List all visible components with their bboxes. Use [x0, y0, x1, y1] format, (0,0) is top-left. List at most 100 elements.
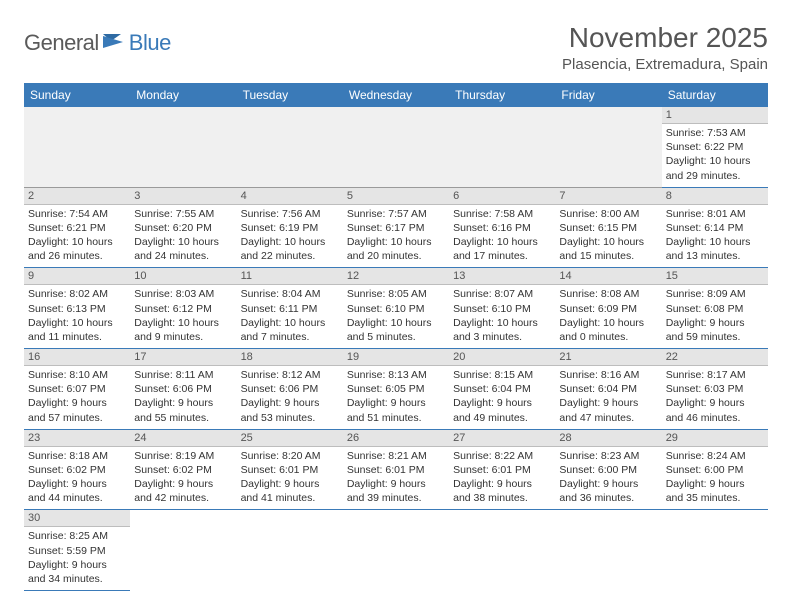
day-body: Sunrise: 7:55 AMSunset: 6:20 PMDaylight:…: [130, 205, 236, 268]
calendar-day-cell: 30Sunrise: 8:25 AMSunset: 5:59 PMDayligh…: [24, 510, 130, 591]
day-header: Thursday: [449, 83, 555, 107]
sunset-text: Sunset: 6:02 PM: [134, 463, 232, 477]
day-body: Sunrise: 8:04 AMSunset: 6:11 PMDaylight:…: [237, 285, 343, 348]
day-body: Sunrise: 8:13 AMSunset: 6:05 PMDaylight:…: [343, 366, 449, 429]
page-title: November 2025: [562, 22, 768, 54]
calendar-empty-cell: [130, 107, 236, 187]
sunrise-text: Sunrise: 8:23 AM: [559, 449, 657, 463]
sunrise-text: Sunrise: 8:05 AM: [347, 287, 445, 301]
sunset-text: Sunset: 6:09 PM: [559, 302, 657, 316]
sunset-text: Sunset: 6:07 PM: [28, 382, 126, 396]
calendar-day-cell: 25Sunrise: 8:20 AMSunset: 6:01 PMDayligh…: [237, 429, 343, 510]
calendar-day-cell: 8Sunrise: 8:01 AMSunset: 6:14 PMDaylight…: [662, 187, 768, 268]
day-number: 17: [130, 349, 236, 366]
sunrise-text: Sunrise: 8:20 AM: [241, 449, 339, 463]
daylight-text: Daylight: 9 hours: [453, 396, 551, 410]
daylight-text-2: and 59 minutes.: [666, 330, 764, 344]
day-body: Sunrise: 8:11 AMSunset: 6:06 PMDaylight:…: [130, 366, 236, 429]
sunset-text: Sunset: 6:21 PM: [28, 221, 126, 235]
day-number: 22: [662, 349, 768, 366]
day-body: Sunrise: 7:56 AMSunset: 6:19 PMDaylight:…: [237, 205, 343, 268]
sunrise-text: Sunrise: 7:58 AM: [453, 207, 551, 221]
sunrise-text: Sunrise: 8:22 AM: [453, 449, 551, 463]
daylight-text-2: and 13 minutes.: [666, 249, 764, 263]
day-number: 26: [343, 430, 449, 447]
calendar-empty-cell: [237, 107, 343, 187]
calendar-day-cell: 20Sunrise: 8:15 AMSunset: 6:04 PMDayligh…: [449, 349, 555, 430]
daylight-text-2: and 47 minutes.: [559, 411, 657, 425]
daylight-text-2: and 49 minutes.: [453, 411, 551, 425]
calendar-day-cell: 4Sunrise: 7:56 AMSunset: 6:19 PMDaylight…: [237, 187, 343, 268]
daylight-text-2: and 22 minutes.: [241, 249, 339, 263]
calendar-day-cell: 9Sunrise: 8:02 AMSunset: 6:13 PMDaylight…: [24, 268, 130, 349]
sunset-text: Sunset: 6:20 PM: [134, 221, 232, 235]
calendar-day-cell: 24Sunrise: 8:19 AMSunset: 6:02 PMDayligh…: [130, 429, 236, 510]
daylight-text-2: and 36 minutes.: [559, 491, 657, 505]
day-number: 1: [662, 107, 768, 124]
day-header: Wednesday: [343, 83, 449, 107]
day-header: Friday: [555, 83, 661, 107]
daylight-text: Daylight: 9 hours: [134, 477, 232, 491]
day-body: Sunrise: 8:19 AMSunset: 6:02 PMDaylight:…: [130, 447, 236, 510]
calendar-day-cell: 15Sunrise: 8:09 AMSunset: 6:08 PMDayligh…: [662, 268, 768, 349]
day-number: 20: [449, 349, 555, 366]
day-number: 9: [24, 268, 130, 285]
brand-logo: General Blue: [24, 30, 171, 56]
sunset-text: Sunset: 6:19 PM: [241, 221, 339, 235]
daylight-text-2: and 57 minutes.: [28, 411, 126, 425]
sunrise-text: Sunrise: 8:02 AM: [28, 287, 126, 301]
day-body: Sunrise: 8:15 AMSunset: 6:04 PMDaylight:…: [449, 366, 555, 429]
calendar-day-cell: 16Sunrise: 8:10 AMSunset: 6:07 PMDayligh…: [24, 349, 130, 430]
day-number: 18: [237, 349, 343, 366]
sunrise-text: Sunrise: 7:55 AM: [134, 207, 232, 221]
sunset-text: Sunset: 6:11 PM: [241, 302, 339, 316]
daylight-text-2: and 29 minutes.: [666, 169, 764, 183]
title-block: November 2025 Plasencia, Extremadura, Sp…: [562, 22, 768, 73]
calendar-week-row: 2Sunrise: 7:54 AMSunset: 6:21 PMDaylight…: [24, 187, 768, 268]
daylight-text-2: and 34 minutes.: [28, 572, 126, 586]
day-number: 13: [449, 268, 555, 285]
sunrise-text: Sunrise: 8:12 AM: [241, 368, 339, 382]
calendar-empty-cell: [130, 510, 236, 591]
sunset-text: Sunset: 6:06 PM: [134, 382, 232, 396]
day-body: Sunrise: 8:10 AMSunset: 6:07 PMDaylight:…: [24, 366, 130, 429]
day-body: Sunrise: 8:07 AMSunset: 6:10 PMDaylight:…: [449, 285, 555, 348]
sunset-text: Sunset: 6:04 PM: [453, 382, 551, 396]
sunset-text: Sunset: 6:04 PM: [559, 382, 657, 396]
day-body: Sunrise: 8:23 AMSunset: 6:00 PMDaylight:…: [555, 447, 661, 510]
brand-part2: Blue: [129, 30, 171, 56]
daylight-text-2: and 20 minutes.: [347, 249, 445, 263]
calendar-day-cell: 17Sunrise: 8:11 AMSunset: 6:06 PMDayligh…: [130, 349, 236, 430]
day-number: 24: [130, 430, 236, 447]
daylight-text-2: and 5 minutes.: [347, 330, 445, 344]
sunset-text: Sunset: 6:05 PM: [347, 382, 445, 396]
daylight-text-2: and 44 minutes.: [28, 491, 126, 505]
day-header-row: Sunday Monday Tuesday Wednesday Thursday…: [24, 83, 768, 107]
day-body: Sunrise: 7:58 AMSunset: 6:16 PMDaylight:…: [449, 205, 555, 268]
day-number: 23: [24, 430, 130, 447]
calendar-empty-cell: [555, 107, 661, 187]
sunrise-text: Sunrise: 7:57 AM: [347, 207, 445, 221]
daylight-text: Daylight: 9 hours: [559, 477, 657, 491]
daylight-text: Daylight: 10 hours: [241, 316, 339, 330]
daylight-text-2: and 42 minutes.: [134, 491, 232, 505]
calendar-page: General Blue November 2025 Plasencia, Ex…: [0, 0, 792, 613]
daylight-text: Daylight: 9 hours: [28, 477, 126, 491]
daylight-text-2: and 41 minutes.: [241, 491, 339, 505]
daylight-text: Daylight: 9 hours: [666, 316, 764, 330]
sunset-text: Sunset: 6:08 PM: [666, 302, 764, 316]
calendar-day-cell: 5Sunrise: 7:57 AMSunset: 6:17 PMDaylight…: [343, 187, 449, 268]
sunrise-text: Sunrise: 8:21 AM: [347, 449, 445, 463]
sunset-text: Sunset: 6:16 PM: [453, 221, 551, 235]
calendar-empty-cell: [449, 107, 555, 187]
day-number: 3: [130, 188, 236, 205]
calendar-week-row: 1Sunrise: 7:53 AMSunset: 6:22 PMDaylight…: [24, 107, 768, 187]
daylight-text: Daylight: 9 hours: [347, 477, 445, 491]
sunset-text: Sunset: 6:15 PM: [559, 221, 657, 235]
sunrise-text: Sunrise: 8:04 AM: [241, 287, 339, 301]
sunrise-text: Sunrise: 8:19 AM: [134, 449, 232, 463]
sunset-text: Sunset: 6:10 PM: [347, 302, 445, 316]
sunset-text: Sunset: 6:01 PM: [241, 463, 339, 477]
day-number: 6: [449, 188, 555, 205]
sunrise-text: Sunrise: 8:07 AM: [453, 287, 551, 301]
